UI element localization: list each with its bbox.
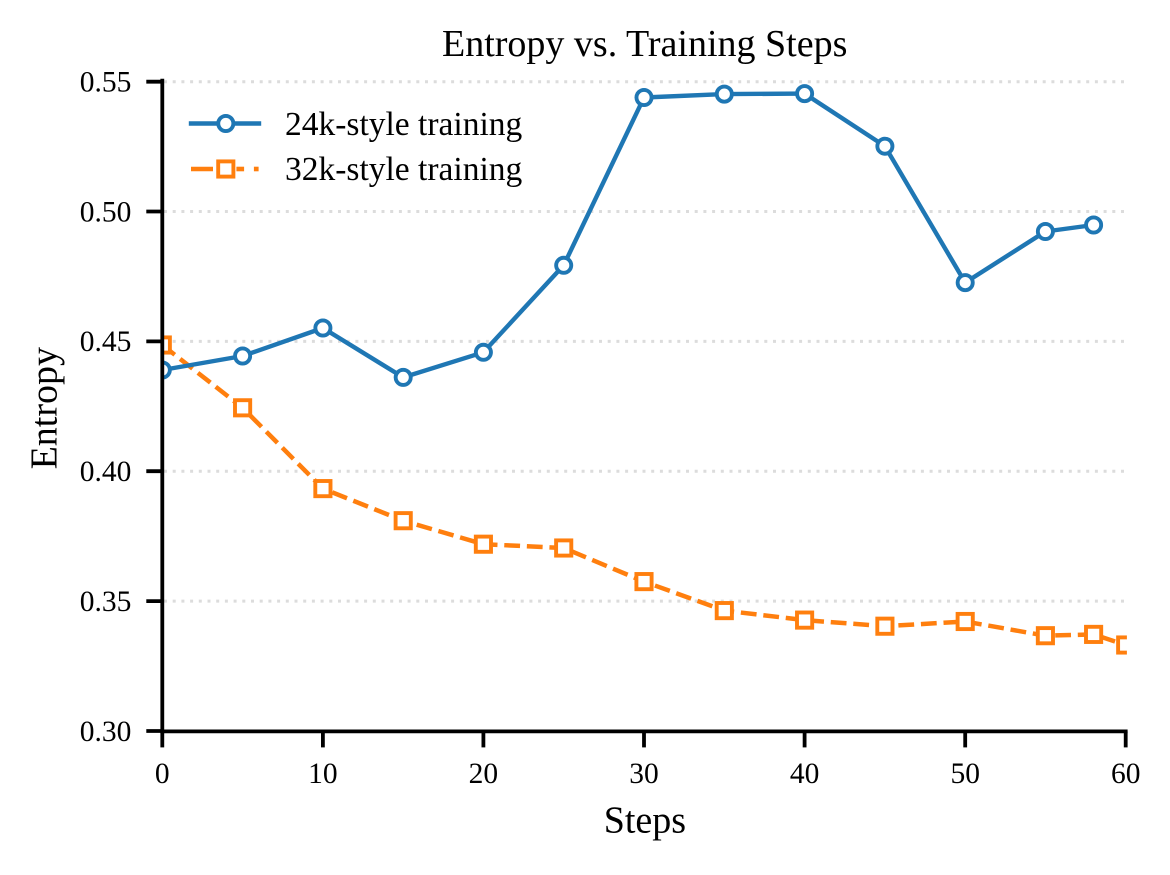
svg-text:60: 60	[1111, 758, 1141, 790]
svg-text:0.45: 0.45	[80, 326, 132, 358]
svg-text:0.50: 0.50	[80, 196, 132, 228]
svg-text:20: 20	[469, 758, 499, 790]
svg-text:40: 40	[790, 758, 820, 790]
svg-text:24k-style training: 24k-style training	[285, 106, 522, 143]
svg-text:0.30: 0.30	[80, 716, 132, 748]
svg-text:50: 50	[950, 758, 980, 790]
svg-text:0.55: 0.55	[80, 66, 132, 98]
svg-text:32k-style training: 32k-style training	[285, 151, 522, 188]
svg-text:10: 10	[308, 758, 338, 790]
svg-text:0.40: 0.40	[80, 456, 132, 488]
svg-text:0: 0	[155, 758, 170, 790]
svg-text:Entropy: Entropy	[24, 347, 66, 469]
svg-text:30: 30	[629, 758, 659, 790]
svg-text:0.35: 0.35	[80, 586, 132, 618]
svg-text:Steps: Steps	[604, 799, 686, 841]
svg-text:Entropy vs. Training Steps: Entropy vs. Training Steps	[442, 23, 847, 65]
